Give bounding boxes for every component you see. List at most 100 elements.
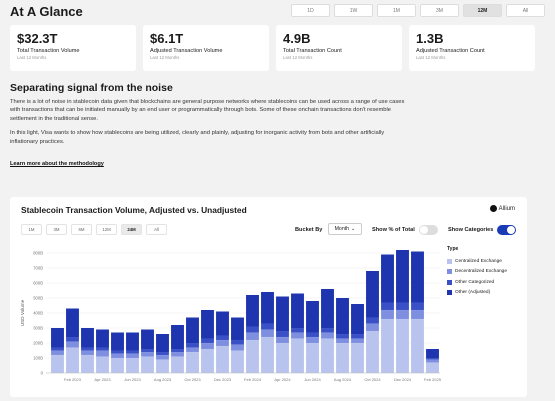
bar-segment xyxy=(141,329,154,349)
bar-segment xyxy=(81,355,94,373)
bar-segment xyxy=(411,302,424,310)
bar-segment xyxy=(66,341,79,348)
bar-segment xyxy=(291,328,304,333)
chart-tab-24m[interactable]: 24M xyxy=(121,224,142,235)
bucket-select[interactable]: Month ⌄ xyxy=(328,223,362,235)
bar-segment xyxy=(126,332,139,351)
x-tick-label: Dec 2024 xyxy=(394,377,412,382)
range-tab-all[interactable]: All xyxy=(506,4,545,17)
bar-segment xyxy=(186,352,199,373)
bar-segment xyxy=(96,347,109,351)
x-tick-label: Aug 2023 xyxy=(154,377,172,382)
bar-segment xyxy=(396,310,409,319)
header: At A Glance 1D 1W 1M 3M 12M All xyxy=(10,4,545,20)
bar-segment xyxy=(336,338,349,343)
y-tick-label: 800B xyxy=(33,251,43,256)
bar-segment xyxy=(156,352,169,355)
y-tick-label: 0 xyxy=(41,371,44,376)
bar-segment xyxy=(306,337,319,343)
allium-logo-icon xyxy=(489,205,497,212)
bar-segment xyxy=(246,332,259,340)
legend-swatch xyxy=(447,269,452,275)
x-tick-label: Aug 2024 xyxy=(334,377,352,382)
range-tab-1d[interactable]: 1D xyxy=(291,4,330,17)
bucket-label: Bucket By xyxy=(295,227,323,233)
bar-segment xyxy=(396,319,409,373)
x-tick-label: Oct 2023 xyxy=(184,377,201,382)
bar-segment xyxy=(141,349,154,352)
legend-item-other-categorized[interactable]: Other Categorized xyxy=(447,277,507,288)
methodology-link[interactable]: Learn more about the methodology xyxy=(10,161,104,168)
bar-segment xyxy=(306,343,319,373)
legend-title: Type xyxy=(447,246,459,252)
legend-item-decentralized[interactable]: Decentralized Exchange xyxy=(447,267,507,278)
bar-segment xyxy=(396,302,409,310)
bar-segment xyxy=(261,323,274,330)
bar-segment xyxy=(171,349,184,352)
stat-card-adjusted-count: 1.3B Adjusted Transaction Count Last 12 … xyxy=(409,25,535,71)
x-tick-label: Apr 2023 xyxy=(94,377,111,382)
range-tab-1w[interactable]: 1W xyxy=(334,4,373,17)
bar-segment xyxy=(126,358,139,373)
legend-swatch xyxy=(447,258,452,264)
bar-segment xyxy=(51,350,64,355)
legend-item-other-adjusted[interactable]: Other (Adjusted) xyxy=(447,288,507,299)
section-paragraph-2: In this light, Visa wants to show how st… xyxy=(10,130,385,145)
stat-value: $6.1T xyxy=(150,31,184,46)
range-tab-12m[interactable]: 12M xyxy=(463,4,502,17)
chart-tab-1m[interactable]: 1M xyxy=(21,224,42,235)
x-tick-label: Feb 2024 xyxy=(244,377,262,382)
y-tick-label: 700B xyxy=(33,266,43,271)
bar-segment xyxy=(216,311,229,336)
bar-segment xyxy=(231,344,244,351)
y-tick-label: 400B xyxy=(33,311,43,316)
x-tick-label: Jun 2023 xyxy=(124,377,141,382)
x-tick-label: Feb 2025 xyxy=(424,377,442,382)
bar-segment xyxy=(366,271,379,318)
stat-card-total-count: 4.9B Total Transaction Count Last 12 Mon… xyxy=(276,25,402,71)
chart-tab-3m[interactable]: 3M xyxy=(46,224,67,235)
bar-segment xyxy=(276,296,289,331)
bar-segment xyxy=(261,337,274,373)
chart-tab-all[interactable]: All xyxy=(146,224,167,235)
y-tick-label: 600B xyxy=(33,281,43,286)
bar-segment xyxy=(96,356,109,373)
range-tab-1m[interactable]: 1M xyxy=(377,4,416,17)
bar-segment xyxy=(201,343,214,349)
bar-segment xyxy=(351,334,364,339)
page-title: At A Glance xyxy=(10,4,83,19)
bar-segment xyxy=(216,346,229,373)
toggle-knob xyxy=(507,226,515,234)
bar-segment xyxy=(321,332,334,339)
y-tick-label: 300B xyxy=(33,326,43,331)
bar-segment xyxy=(66,347,79,373)
stat-period: Last 12 Months xyxy=(150,55,180,60)
stat-value: 4.9B xyxy=(283,31,311,46)
chart-tab-12m[interactable]: 12M xyxy=(96,224,117,235)
bar-segment xyxy=(81,350,94,355)
bar-segment xyxy=(411,310,424,319)
stat-period: Last 12 Months xyxy=(17,55,47,60)
categories-toggle[interactable] xyxy=(497,225,516,235)
y-axis-label: USD Volume xyxy=(20,299,25,326)
x-tick-label: Dec 2023 xyxy=(214,377,232,382)
bar-segment xyxy=(291,332,304,339)
bar-segment xyxy=(171,325,184,349)
bar-segment xyxy=(426,359,439,363)
range-tabs: 1D 1W 1M 3M 12M All xyxy=(291,4,545,17)
chart-tab-6m[interactable]: 6M xyxy=(71,224,92,235)
bar-segment xyxy=(321,328,334,333)
bar-segment xyxy=(306,301,319,333)
section-title: Separating signal from the noise xyxy=(10,82,173,94)
bucket-value: Month xyxy=(334,226,350,232)
bar-segment xyxy=(141,352,154,357)
legend-item-centralized[interactable]: Centralized Exchange xyxy=(447,256,507,267)
x-tick-label: Jun 2024 xyxy=(304,377,321,382)
bar-segment xyxy=(381,319,394,373)
range-tab-3m[interactable]: 3M xyxy=(420,4,459,17)
allium-brand: Allium xyxy=(489,205,515,212)
percent-toggle[interactable] xyxy=(419,225,438,235)
chart-range-tabs: 1M 3M 6M 12M 24M All xyxy=(21,224,167,235)
bar-segment xyxy=(111,353,124,358)
chart-title: Stablecoin Transaction Volume, Adjusted … xyxy=(21,205,247,215)
